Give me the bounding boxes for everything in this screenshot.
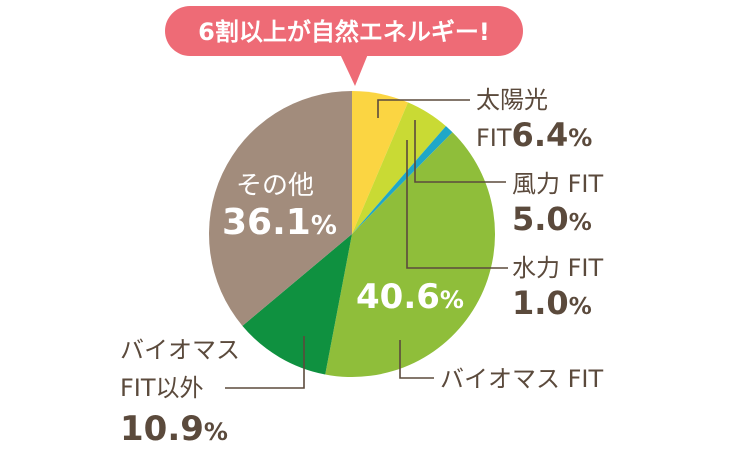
label-biomass-fit-value: 40.6% — [356, 277, 464, 317]
callout-tail — [340, 54, 368, 86]
pie-slice-6 — [209, 91, 352, 326]
pie-slice-5 — [242, 234, 352, 375]
label-biomass-fit-name: バイオマス FIT — [440, 365, 604, 393]
label-hydro-value: 1.0% — [512, 284, 592, 322]
pie-slice-2 — [352, 102, 446, 234]
label-hydro-name: 水力 FIT — [512, 254, 604, 282]
pie-slice-1 — [352, 91, 408, 234]
callout-text: 6割以上が自然エネルギー! — [198, 18, 490, 46]
leader-line-wind — [414, 120, 506, 183]
callout-bubble: 6割以上が自然エネルギー! — [165, 6, 523, 86]
leader-lines — [225, 99, 508, 389]
label-solar-name: 太陽光 — [476, 86, 548, 114]
leader-line-biomass-fit — [399, 340, 434, 379]
pie-slice-4 — [325, 132, 496, 378]
label-other-value: 36.1% — [222, 202, 337, 243]
leader-line-biomass-other — [225, 336, 305, 389]
label-biomass-other-name-1: バイオマス — [120, 336, 240, 364]
pie-slice-3 — [352, 126, 453, 234]
callout-background — [165, 6, 523, 56]
leader-line-solar — [377, 99, 470, 118]
pie-slices — [209, 91, 496, 378]
label-solar-value: FIT6.4% — [476, 116, 592, 154]
label-biomass-other-name-2: FIT以外 — [120, 374, 204, 402]
label-biomass-other-value: 10.9% — [120, 409, 228, 449]
label-wind-value: 5.0% — [512, 200, 592, 238]
label-other-name: その他 — [236, 171, 314, 201]
label-wind-name: 風力 FIT — [512, 170, 604, 198]
leader-line-hydro — [406, 140, 508, 269]
